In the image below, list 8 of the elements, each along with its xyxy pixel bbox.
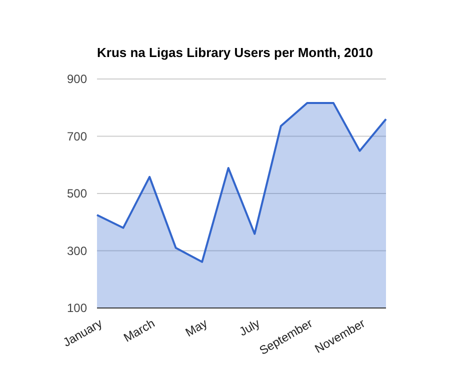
- x-tick-label: July: [236, 316, 262, 339]
- y-tick-label: 100: [66, 301, 88, 316]
- chart-title: Krus na Ligas Library Users per Month, 2010: [97, 45, 373, 60]
- x-tick-label: May: [183, 316, 210, 340]
- y-tick-label: 900: [66, 72, 88, 86]
- y-tick-label: 300: [66, 244, 88, 258]
- y-tick-label: 500: [66, 186, 88, 201]
- y-tick-label: 700: [66, 129, 88, 144]
